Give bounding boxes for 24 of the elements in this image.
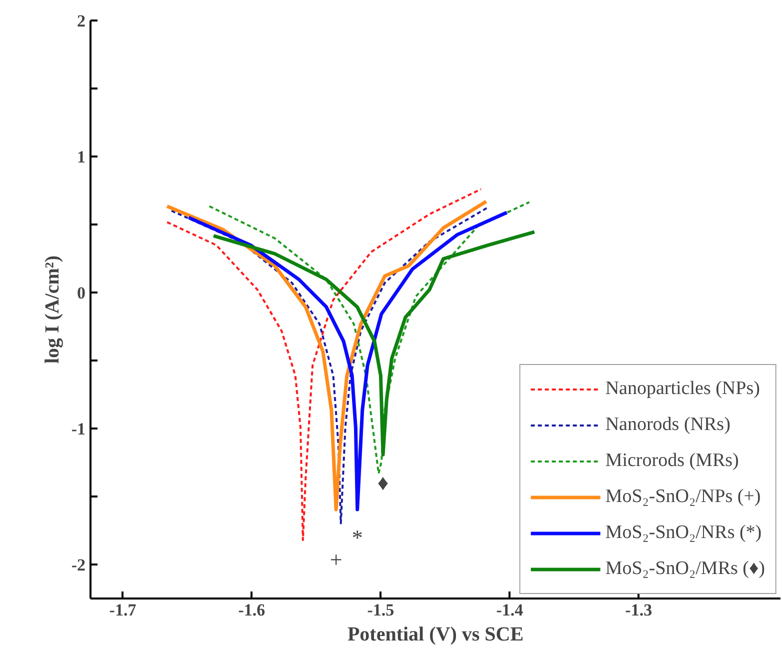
y-tick-label: -1 (71, 420, 86, 438)
x-tick-label: -1.3 (625, 600, 652, 620)
y-tick-label: 1 (77, 148, 86, 166)
x-tick-label: -1.7 (109, 600, 137, 620)
legend-label: MoS₂-SnO₂/MRs (♦) (605, 557, 765, 581)
x-tick-label: -1.5 (367, 600, 394, 620)
y-tick-label: 0 (77, 284, 86, 302)
y-tick-label: -2 (71, 556, 86, 574)
x-tick-label: -1.4 (496, 600, 524, 620)
y-axis-title: log I (A/cm²) (41, 255, 64, 364)
line-series (212, 230, 536, 456)
x-axis-title: Potential (V) vs SCE (347, 624, 524, 646)
legend-label: Nanoparticles (NPs) (605, 377, 760, 401)
legend-label: MoS₂-SnO₂/NPs (+) (605, 485, 761, 509)
line-series (208, 201, 530, 475)
line-series (187, 210, 509, 512)
legend-label: MoS₂-SnO₂/NRs (*) (605, 521, 762, 545)
y-tick-label: 2 (77, 12, 86, 30)
legend-label: Nanorods (NRs) (605, 413, 730, 437)
annotation: ♦ (377, 470, 389, 496)
annotation: + (330, 547, 342, 572)
annotation: * (352, 525, 363, 550)
legend-label: Microrods (MRs) (605, 449, 739, 473)
x-tick-label: -1.6 (238, 600, 266, 620)
